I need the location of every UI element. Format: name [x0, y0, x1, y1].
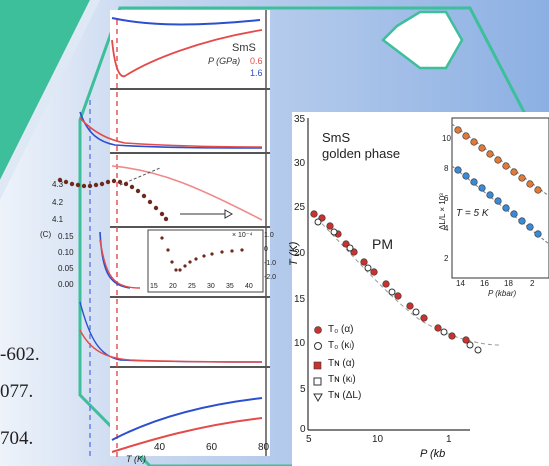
- right-ytick-6: 10: [294, 338, 306, 349]
- right-title-line1: SmS: [322, 130, 351, 145]
- legend-label-1: T₀ (α): [328, 324, 354, 335]
- small-hexagon: [381, 10, 464, 70]
- left-inset-xtick-6: 40: [245, 283, 253, 290]
- right-ytick-7: 5: [300, 384, 306, 395]
- legend-symbols: [313, 326, 323, 403]
- left-inset-ytick-4: -2.0: [264, 274, 277, 281]
- left-xtick-2: 60: [206, 442, 218, 453]
- left-pressure-label: P (GPa): [208, 56, 241, 66]
- left-pressure-red: 0.6: [250, 56, 263, 66]
- left-panel3-points: [57, 177, 169, 222]
- left-xlabel: T (K): [126, 454, 146, 464]
- right-xtick-2: 10: [372, 434, 384, 445]
- left-ytick-p4-3: 0.05: [58, 264, 74, 273]
- right-xtick-3: 1: [446, 434, 452, 445]
- legend-label-3: Tɴ (α): [328, 358, 355, 369]
- left-pressure-blue: 1.6: [250, 68, 263, 78]
- left-inset-xtick-3: 25: [188, 283, 196, 290]
- left-inset-points: [160, 236, 244, 272]
- right-ytick-4: 20: [294, 248, 306, 259]
- right-ytick-5: 15: [294, 294, 306, 305]
- reference-fragment-1: -602.: [0, 344, 40, 365]
- inset-ytick-1: 10: [442, 134, 451, 143]
- legend-label-4: Tɴ (κₗ): [328, 374, 356, 385]
- right-ytick-1: 35: [294, 114, 306, 125]
- inset-xlabel: P (kbar): [488, 289, 517, 298]
- left-ytick-p4-2: 0.10: [58, 248, 74, 257]
- left-sample-label: SmS: [232, 42, 256, 54]
- left-inset-scale: × 10⁻⁴: [232, 232, 253, 239]
- legend-label-2: T₀ (κₗ): [328, 340, 355, 351]
- inset-ytick-4: 4: [444, 224, 449, 233]
- left-inset-xtick-1: 15: [150, 283, 158, 290]
- left-xtick-1: 40: [154, 442, 166, 453]
- inset-blue-points: [454, 166, 542, 238]
- reference-fragment-2: 077.: [0, 381, 34, 402]
- left-figure-panels: [79, 10, 270, 460]
- left-inset-xtick-5: 35: [226, 283, 234, 290]
- right-ytick-2: 30: [294, 158, 306, 169]
- left-inset-xtick-2: 20: [169, 283, 177, 290]
- left-inset-xtick-4: 30: [207, 283, 215, 290]
- left-xtick-3: 80: [258, 442, 270, 453]
- legend-label-5: Tɴ (ΔL): [328, 390, 362, 401]
- right-inset-box: [451, 117, 549, 279]
- left-ytick-p3-2: 4.2: [52, 198, 64, 207]
- left-ytick-p4-1: 0.15: [58, 232, 74, 241]
- inset-xtick-1: 14: [456, 279, 465, 288]
- left-inset-ytick-1: 1.0: [264, 232, 274, 239]
- left-inset-ytick-3: -1.0: [264, 260, 277, 267]
- large-hexagon-outline: [78, 6, 549, 466]
- main-red-points: [310, 210, 470, 344]
- left-panel4-ylabel: (C): [40, 230, 52, 239]
- inset-xtick-2: 16: [480, 279, 489, 288]
- left-ytick-p3-3: 4.1: [52, 215, 64, 224]
- right-title-line2: golden phase: [322, 146, 401, 161]
- right-xtick-1: 5: [306, 434, 312, 445]
- right-xlabel: P (kb: [420, 448, 446, 460]
- left-inset-ytick-2: 0: [264, 246, 268, 253]
- right-region-label: PM: [372, 236, 393, 252]
- inset-ytick-2: 8: [444, 164, 449, 173]
- left-ytick-p3-1: 4.3: [52, 180, 64, 189]
- right-ytick-3: 25: [294, 202, 306, 213]
- inset-annotation: T = 5 K: [456, 208, 489, 219]
- left-ytick-p4-4: 0.00: [58, 280, 74, 289]
- inset-xtick-3: 18: [504, 279, 513, 288]
- right-ytick-8: 0: [300, 424, 306, 435]
- main-open-points: [314, 218, 482, 354]
- inset-ytick-3: 6: [444, 194, 449, 203]
- inset-ytick-5: 2: [444, 254, 449, 263]
- inset-orange-points: [454, 126, 542, 194]
- reference-fragment-3: 704.: [0, 428, 34, 449]
- inset-xtick-4: 2: [530, 279, 535, 288]
